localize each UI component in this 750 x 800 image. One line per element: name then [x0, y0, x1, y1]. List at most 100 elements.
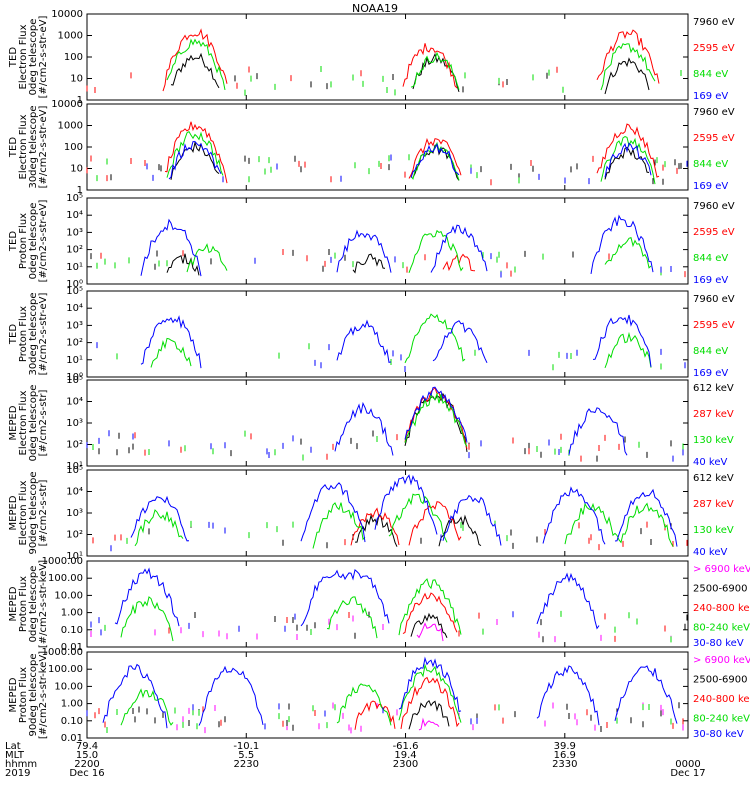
x-tick-label: 2230	[234, 759, 259, 770]
y-tick-label: 10.00	[54, 590, 83, 601]
panel-frame	[86, 290, 689, 378]
series-trace	[168, 141, 222, 180]
series-trace	[114, 567, 180, 627]
series-trace	[404, 313, 466, 364]
y-axis-label: 0deg telescope	[28, 385, 39, 462]
series-trace	[404, 391, 468, 447]
legend-entry: 844 eV	[693, 346, 728, 357]
x-tick-label: Dec 17	[670, 768, 705, 779]
y-axis-label: 0deg telescope	[28, 19, 39, 96]
y-tick-label: 1000	[58, 31, 83, 42]
panel-frame	[86, 560, 689, 648]
series-trace	[600, 136, 656, 185]
y-tick-label: 10	[70, 74, 83, 85]
legend-entry: 7960 eV	[693, 17, 735, 28]
series-trace	[198, 665, 264, 726]
x-axis-row-label: hhmm	[5, 759, 37, 770]
y-tick-label: 10¹	[66, 461, 83, 472]
series-trace	[432, 320, 488, 364]
y-tick-label: 1.00	[61, 699, 83, 710]
y-tick-label: 10³	[66, 418, 83, 429]
series-trace	[130, 495, 190, 542]
series-trace	[352, 253, 386, 274]
legend-entry: 40 keV	[693, 547, 727, 558]
legend-entry: > 6900 keV	[693, 564, 750, 575]
y-tick-label: 100	[64, 52, 83, 63]
legend-entry: 30-80 keV	[693, 729, 744, 740]
panel-frame	[86, 469, 689, 557]
x-axis-row-label: Lat	[5, 741, 21, 752]
series-trace	[604, 236, 652, 269]
series-trace	[604, 146, 650, 180]
y-tick-label: 10¹	[66, 551, 83, 562]
series-trace	[166, 253, 200, 276]
y-axis-label: TED	[8, 231, 19, 252]
y-tick-label: 100.00	[48, 573, 83, 584]
y-tick-label: 1000	[58, 121, 83, 132]
series-trace	[398, 578, 462, 636]
series-trace	[564, 502, 674, 547]
series-trace	[410, 612, 448, 638]
series-trace	[596, 123, 660, 178]
y-tick-label: 1.00	[61, 608, 83, 619]
y-tick-label: 10000	[51, 9, 83, 20]
series-trace	[170, 140, 220, 180]
series-trace	[614, 665, 678, 724]
legend-entry: 2595 eV	[693, 43, 735, 54]
y-axis-label: Electron Flux	[18, 480, 29, 545]
series-trace	[614, 488, 678, 547]
y-tick-label: 10.00	[54, 681, 83, 692]
series-trace	[442, 494, 502, 546]
series-trace	[412, 52, 460, 93]
legend-entry: 612 keV	[693, 473, 734, 484]
series-trace	[410, 51, 460, 90]
legend-entry: 169 eV	[693, 91, 728, 102]
x-tick-label: 2200	[74, 759, 99, 770]
x-tick-label: -10.1	[233, 741, 259, 752]
legend-entry: 2595 eV	[693, 227, 735, 238]
y-tick-label: 1000.00	[42, 647, 83, 658]
y-axis-label: MEPED	[8, 677, 19, 712]
y-tick-label: 0.01	[61, 642, 83, 653]
y-axis-label: MEPED	[8, 405, 19, 440]
legend-entry: 7960 eV	[693, 201, 735, 212]
y-axis-label: [#/cm2-s-str-eV]	[38, 16, 49, 99]
y-axis-label: 0deg telescope	[28, 566, 39, 643]
y-tick-label: 100	[64, 142, 83, 153]
series-trace	[350, 507, 400, 546]
series-trace	[140, 315, 202, 369]
x-tick-label: 5.5	[238, 750, 254, 761]
legend-entry: 169 eV	[693, 368, 728, 379]
y-axis-label: [#/cm2-s-str-eV]	[38, 293, 49, 376]
series-trace	[170, 52, 220, 89]
y-tick-label: 10⁴	[66, 397, 83, 408]
x-tick-label: 15.0	[76, 750, 98, 761]
y-axis-label: Proton Flux	[18, 306, 29, 362]
series-trace	[408, 699, 450, 730]
x-axis-row-label: MLT	[5, 750, 25, 761]
legend-entry: 7960 eV	[693, 294, 735, 305]
legend-entry: 2595 eV	[693, 320, 735, 331]
series-trace	[542, 486, 606, 545]
series-trace	[166, 38, 226, 91]
y-tick-label: 1	[77, 185, 83, 196]
y-tick-label: 10⁰	[66, 279, 83, 290]
panel-frame	[86, 197, 689, 285]
series-trace	[120, 688, 174, 726]
x-tick-label: 2330	[552, 759, 577, 770]
series-trace	[102, 663, 168, 729]
x-axis-row-label: 2019	[5, 768, 30, 779]
series-trace	[604, 142, 652, 178]
y-tick-label: 10⁵	[66, 375, 83, 386]
legend-entry: 2500-6900	[693, 675, 748, 686]
y-tick-label: 10	[70, 164, 83, 175]
series-trace	[408, 137, 462, 179]
series-trace	[374, 474, 438, 535]
y-axis-label: 90deg telescope	[28, 653, 39, 736]
series-trace	[408, 229, 464, 273]
y-tick-label: 10²	[66, 338, 83, 349]
series-trace	[186, 243, 228, 273]
series-trace	[162, 28, 228, 92]
y-tick-label: 10²	[66, 440, 83, 451]
